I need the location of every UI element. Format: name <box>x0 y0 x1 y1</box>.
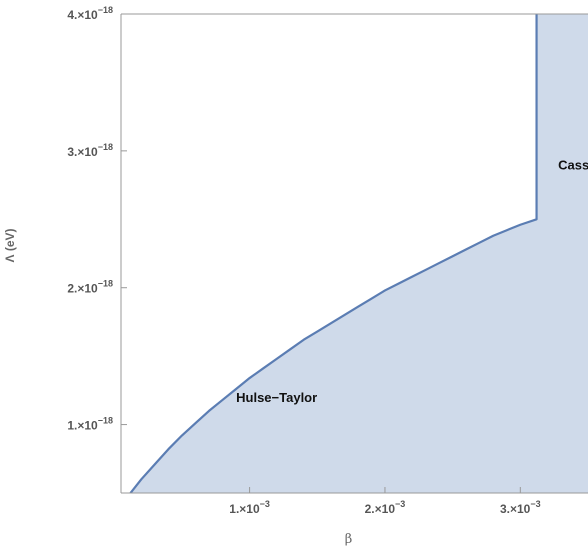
region-labels: Hulse−Taylor Cassini <box>236 158 588 406</box>
region-label-0: Hulse−Taylor <box>236 390 317 405</box>
constraint-boundary-line <box>129 14 538 493</box>
excluded-region-fill <box>130 14 588 493</box>
plot-frame <box>120 13 588 494</box>
y-tick-label: 1.×10−18 <box>67 416 113 433</box>
y-tick-label: 2.×10−18 <box>67 279 113 296</box>
y-tick-label: 3.×10−18 <box>67 142 113 159</box>
y-tick-label: 4.×10−18 <box>67 5 113 22</box>
x-axis-ticks: 1.×10−3 2.×10−3 3.×10−3 <box>229 487 541 516</box>
x-tick-label: 2.×10−3 <box>365 499 406 516</box>
x-tick-label: 1.×10−3 <box>229 499 270 516</box>
region-label-1: Cassini <box>558 158 588 173</box>
excluded-region-group <box>129 14 588 493</box>
y-axis-ticks: 1.×10−18 2.×10−18 3.×10−18 4.×10−18 <box>67 5 127 433</box>
y-axis-label: Λ (eV) <box>3 228 17 262</box>
x-tick-label: 3.×10−3 <box>500 499 541 516</box>
x-axis-label: β <box>345 532 353 547</box>
